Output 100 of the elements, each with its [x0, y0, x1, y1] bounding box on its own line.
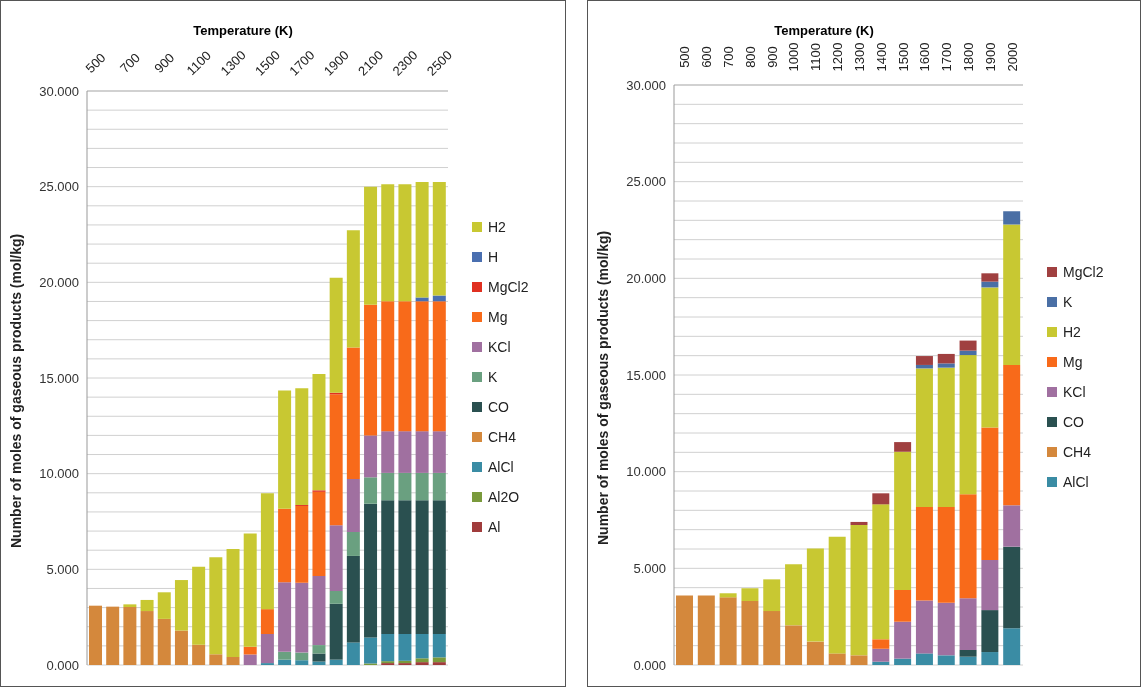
bar — [894, 589, 912, 622]
bar — [432, 431, 446, 473]
bar — [432, 634, 446, 658]
bar — [415, 301, 429, 432]
bar — [278, 582, 292, 652]
bar — [763, 579, 781, 612]
bar — [676, 595, 693, 665]
bar — [364, 435, 378, 478]
x-axis-title: Temperature (K) — [773, 22, 875, 39]
bar — [894, 451, 912, 590]
bar — [850, 521, 868, 526]
legend-label: CH4 — [488, 429, 517, 445]
bar — [959, 649, 977, 657]
bar — [785, 625, 803, 665]
bar — [381, 431, 395, 473]
bar — [719, 593, 737, 598]
bar — [915, 356, 933, 365]
bar — [981, 273, 999, 282]
bar — [243, 646, 257, 655]
y-tick-label: 30.000 — [626, 77, 666, 93]
legend-label: H — [488, 249, 499, 265]
x-tick-label: 1000 — [786, 42, 802, 72]
bar — [894, 442, 912, 452]
legend-label: Mg — [1063, 354, 1083, 370]
bar — [415, 500, 429, 634]
bar — [1003, 211, 1021, 225]
bar — [719, 597, 737, 665]
bar — [364, 304, 378, 436]
x-tick-label: 1400 — [873, 42, 889, 72]
x-tick-label: 1900 — [982, 42, 998, 72]
bar — [432, 662, 446, 665]
bar — [872, 661, 890, 665]
bar — [226, 549, 240, 657]
x-tick-label: 600 — [699, 46, 715, 68]
bar — [226, 656, 240, 665]
bar — [346, 555, 360, 643]
bar — [278, 651, 292, 660]
bar — [140, 599, 154, 612]
bar — [278, 390, 292, 509]
bar — [346, 479, 360, 533]
legend-label: CO — [488, 399, 509, 415]
bar — [959, 340, 977, 351]
bar — [415, 472, 429, 501]
legend-label: AlCl — [488, 459, 514, 475]
bar — [346, 230, 360, 348]
bar — [398, 500, 412, 634]
legend-label: Al — [488, 519, 501, 535]
x-tick-label: 1700 — [939, 42, 955, 72]
legend-label: Mg — [488, 309, 508, 325]
bar — [209, 654, 223, 665]
y-axis-title: Number of moles of gaseous products (mol/kg) — [594, 230, 611, 545]
bar — [312, 491, 326, 577]
bar — [432, 181, 446, 296]
bar — [312, 373, 326, 491]
x-tick-label: 2000 — [1004, 42, 1020, 72]
bar — [850, 525, 868, 656]
bar — [106, 606, 120, 665]
y-tick-label: 25.000 — [626, 174, 666, 190]
bar — [243, 533, 257, 647]
legend-label: K — [488, 369, 498, 385]
bar — [1003, 364, 1021, 506]
bar — [329, 277, 343, 393]
bar — [346, 642, 360, 665]
bar — [937, 367, 955, 508]
bar — [872, 504, 890, 640]
bar — [915, 600, 933, 654]
legend-label: KCl — [488, 339, 511, 355]
bar — [364, 637, 378, 664]
bar — [346, 532, 360, 556]
bar — [209, 557, 223, 655]
y-tick-label: 30.000 — [39, 83, 79, 99]
bar — [398, 472, 412, 501]
bar — [381, 634, 395, 662]
bar — [915, 507, 933, 601]
bar — [364, 477, 378, 504]
bar — [295, 582, 309, 653]
bar — [937, 507, 955, 603]
bar — [415, 431, 429, 473]
bar — [806, 548, 824, 642]
bar — [398, 431, 412, 473]
bar — [278, 659, 292, 665]
y-tick-label: 20.000 — [626, 270, 666, 286]
bar — [937, 655, 955, 665]
x-tick-label: 900 — [151, 50, 178, 76]
y-tick-label: 5.000 — [633, 560, 666, 576]
bar — [398, 301, 412, 432]
y-tick-label: 10.000 — [626, 464, 666, 480]
bar — [850, 655, 868, 665]
bar — [123, 604, 137, 608]
bar — [364, 186, 378, 305]
bar — [346, 347, 360, 480]
y-tick-label: 10.000 — [39, 466, 79, 482]
bar — [915, 368, 933, 508]
bar — [329, 659, 343, 665]
x-tick-label: 900 — [764, 46, 780, 68]
bar — [364, 503, 378, 638]
bar — [415, 658, 429, 663]
bar — [140, 611, 154, 665]
bar — [329, 603, 343, 660]
legend-label: MgCl2 — [488, 279, 529, 295]
